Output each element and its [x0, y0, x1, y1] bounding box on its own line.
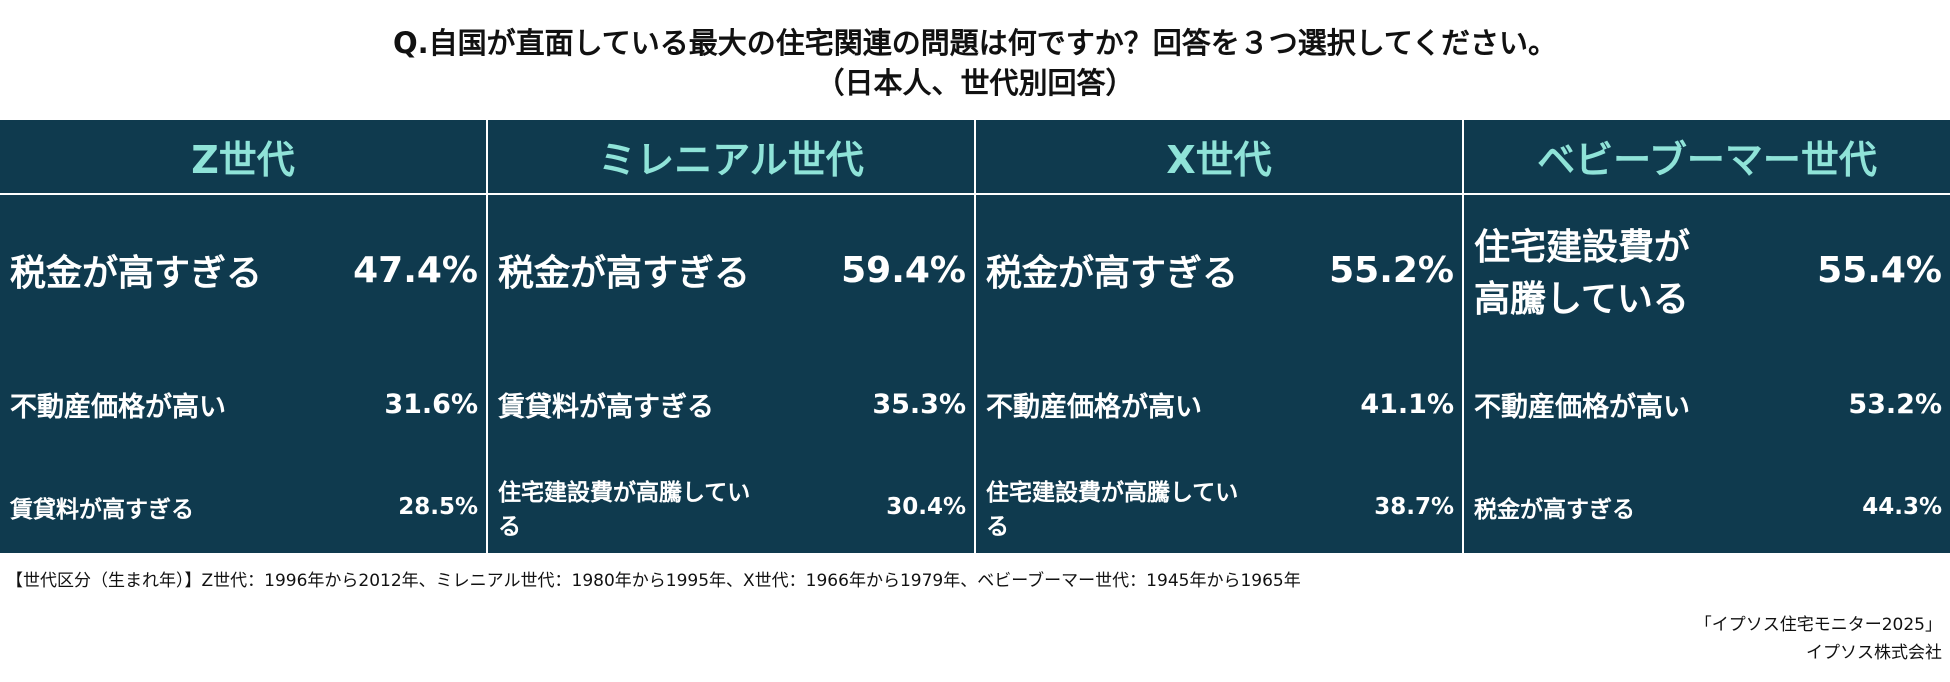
answer-label: 住宅建設費が高騰している — [986, 480, 1239, 540]
answer-label: 税金が高すぎる — [498, 253, 751, 294]
answer-value: 55.4% — [1817, 249, 1942, 291]
answer-row: 賃貸料が高すぎる 35.3% — [488, 345, 974, 463]
column-header: ベビーブーマー世代 — [1464, 120, 1950, 195]
answer-value: 55.2% — [1329, 249, 1454, 291]
answer-value: 47.4% — [353, 249, 478, 291]
answer-value: 44.3% — [1862, 494, 1942, 520]
answer-row: 賃貸料が高すぎる 28.5% — [0, 463, 486, 551]
title: Q.自国が直面している最大の住宅関連の問題は何ですか？回答を３つ選択してください… — [392, 26, 1558, 60]
footnote: 【世代区分（生まれ年）】Z世代：1996年から2012年、ミレニアル世代：198… — [6, 571, 1301, 591]
answer-label: 不動産価格が高い — [10, 391, 226, 423]
answer-row: 不動産価格が高い 53.2% — [1464, 345, 1950, 463]
subtitle: （日本人、世代別回答） — [815, 66, 1135, 100]
answer-row: 住宅建設費が高騰している 30.4% — [488, 463, 974, 551]
answer-row: 税金が高すぎる 59.4% — [488, 195, 974, 345]
answer-value: 38.7% — [1374, 494, 1454, 520]
generation-column: ミレニアル世代税金が高すぎる 59.4% 賃貸料が高すぎる 35.3% 住宅建設費が高騰… — [488, 120, 974, 553]
answer-label: 税金が高すぎる — [10, 253, 263, 294]
answer-row: 税金が高すぎる 44.3% — [1464, 463, 1950, 551]
column-header: ミレニアル世代 — [488, 120, 974, 195]
generation-column: X世代税金が高すぎる 55.2% 不動産価格が高い 41.1% 住宅建設費が高騰している… — [976, 120, 1462, 553]
answer-label: 税金が高すぎる — [1474, 497, 1635, 523]
answer-value: 35.3% — [872, 388, 966, 420]
answer-label: 賃貸料が高すぎる — [10, 497, 194, 523]
table: Z世代税金が高すぎる 47.4% 不動産価格が高い 31.6% 賃貸料が高すぎる 28.5… — [0, 120, 1950, 553]
source: イプソス株式会社 — [1806, 643, 1942, 663]
source: 「イプソス住宅モニター2025」 — [1694, 615, 1942, 635]
answer-value: 31.6% — [384, 388, 478, 420]
answer-value: 28.5% — [398, 494, 478, 520]
answer-label: 住宅建設費が高騰している — [1474, 227, 1691, 320]
answer-row: 不動産価格が高い 41.1% — [976, 345, 1462, 463]
answer-row: 不動産価格が高い 31.6% — [0, 345, 486, 463]
answer-label: 賃貸料が高すぎる — [498, 391, 714, 423]
generation-column: Z世代税金が高すぎる 47.4% 不動産価格が高い 31.6% 賃貸料が高すぎる 28.5… — [0, 120, 486, 553]
answer-value: 53.2% — [1848, 388, 1942, 420]
column-header: X世代 — [976, 120, 1462, 195]
answer-row: 住宅建設費が高騰している 55.4% — [1464, 195, 1950, 345]
answer-label: 不動産価格が高い — [986, 391, 1202, 423]
answer-value: 59.4% — [841, 249, 966, 291]
answer-row: 税金が高すぎる 47.4% — [0, 195, 486, 345]
column-header: Z世代 — [0, 120, 486, 195]
answer-row: 住宅建設費が高騰している 38.7% — [976, 463, 1462, 551]
generation-column: ベビーブーマー世代住宅建設費が高騰している 55.4% 不動産価格が高い 53.2% 税… — [1464, 120, 1950, 553]
answer-value: 41.1% — [1360, 388, 1454, 420]
answer-label: 税金が高すぎる — [986, 253, 1239, 294]
answer-row: 税金が高すぎる 55.2% — [976, 195, 1462, 345]
answer-value: 30.4% — [886, 494, 966, 520]
answer-label: 不動産価格が高い — [1474, 391, 1690, 423]
answer-label: 住宅建設費が高騰している — [498, 480, 751, 540]
